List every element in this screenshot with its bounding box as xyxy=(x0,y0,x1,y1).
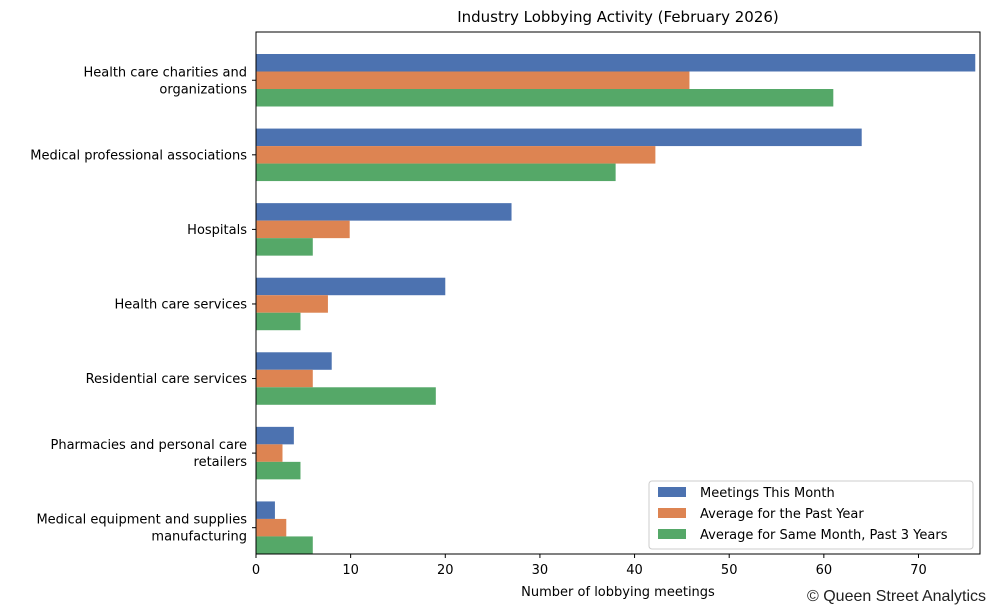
legend-swatch xyxy=(658,508,686,518)
category-label: Hospitals xyxy=(187,223,247,238)
legend-label: Average for the Past Year xyxy=(700,507,864,522)
bar-3-1 xyxy=(256,89,834,107)
category-label: Medical professional associations xyxy=(30,148,247,163)
category-label: manufacturing xyxy=(151,530,247,545)
bar-3-7 xyxy=(256,536,313,554)
x-tick-label: 50 xyxy=(721,563,738,578)
bar-1-4 xyxy=(256,277,446,296)
chart-title: Industry Lobbying Activity (February 202… xyxy=(457,8,779,26)
category-label: Pharmacies and personal care xyxy=(51,438,248,453)
bar-1-6 xyxy=(256,426,294,445)
category-label: retailers xyxy=(194,455,248,470)
bar-1-5 xyxy=(256,352,332,370)
bar-1-2 xyxy=(256,128,862,147)
bar-3-2 xyxy=(256,163,616,182)
bar-1-1 xyxy=(256,54,976,72)
bar-2-5 xyxy=(256,369,313,388)
legend-box xyxy=(648,480,974,550)
legend-swatch xyxy=(658,487,686,497)
x-tick-label: 60 xyxy=(816,563,833,578)
category-label: Health care charities and xyxy=(83,65,247,80)
bar-2-1 xyxy=(256,71,690,89)
bar-3-3 xyxy=(256,238,313,256)
axes-group xyxy=(255,31,981,555)
bar-3-5 xyxy=(256,387,436,405)
bar-3-6 xyxy=(256,461,301,480)
x-tick-label: 30 xyxy=(532,563,549,578)
bars-group xyxy=(256,54,976,554)
bar-1-7 xyxy=(256,501,275,519)
legend: Meetings This Month Average for the Past … xyxy=(648,480,974,550)
x-tick-label: 0 xyxy=(252,563,260,578)
legend-label: Average for Same Month, Past 3 Years xyxy=(700,528,948,543)
x-tick-label: 70 xyxy=(910,563,927,578)
category-labels: Health care charities and organizations Me… xyxy=(30,65,256,545)
bar-2-7 xyxy=(256,518,287,537)
category-label: Residential care services xyxy=(86,372,248,387)
category-label: Medical equipment and supplies xyxy=(36,513,247,528)
category-label: Health care services xyxy=(115,297,248,312)
category-label: organizations xyxy=(159,82,247,97)
x-tick-label: 10 xyxy=(342,563,359,578)
x-axis-label: Number of lobbying meetings xyxy=(521,585,715,600)
plot-frame xyxy=(255,31,981,555)
legend-label: Meetings This Month xyxy=(700,486,835,501)
x-tick-label: 40 xyxy=(626,563,643,578)
bar-2-2 xyxy=(256,146,656,164)
bar-1-3 xyxy=(256,203,512,221)
bar-2-4 xyxy=(256,295,328,313)
bar-2-6 xyxy=(256,444,283,462)
x-tick-label: 20 xyxy=(437,563,454,578)
legend-swatch xyxy=(658,529,686,539)
credit-text: © Queen Street Analytics xyxy=(807,588,986,605)
bar-3-4 xyxy=(256,312,301,331)
bar-2-3 xyxy=(256,220,350,239)
x-ticks: 0 10 20 30 40 50 60 70 xyxy=(252,554,927,578)
